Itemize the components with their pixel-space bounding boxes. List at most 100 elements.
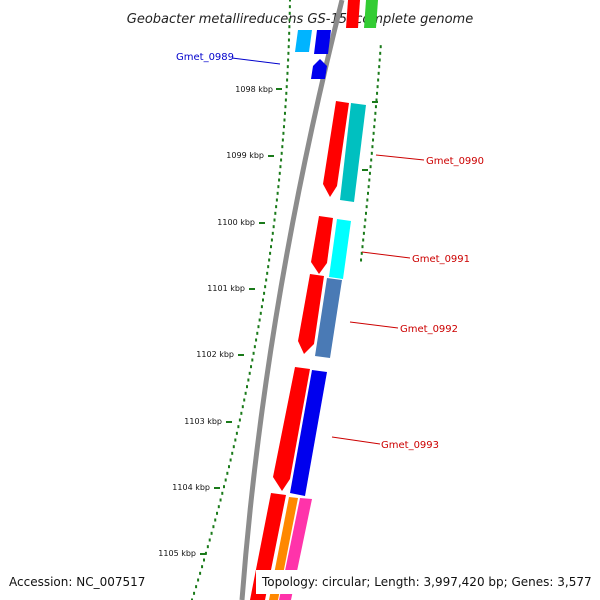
scale-dot bbox=[376, 85, 379, 89]
scale-dot bbox=[224, 478, 227, 482]
scale-dot bbox=[285, 91, 288, 95]
scale-dot bbox=[231, 451, 234, 455]
gene-gmet-0991-aqua[interactable] bbox=[329, 219, 351, 279]
scale-dot bbox=[374, 105, 377, 109]
scale-dot bbox=[274, 211, 277, 215]
footer-accession: Accession: NC_007517 bbox=[9, 575, 145, 589]
major-tick bbox=[268, 155, 274, 157]
scale-dot bbox=[284, 98, 287, 102]
gene-gmet-0990-red[interactable] bbox=[323, 101, 349, 197]
gene-cyan-small[interactable] bbox=[295, 30, 312, 52]
scale-dot bbox=[288, 31, 291, 35]
scale-dot bbox=[283, 111, 286, 115]
scale-dot bbox=[362, 238, 365, 242]
major-tick bbox=[372, 101, 378, 103]
scale-dot bbox=[366, 191, 369, 195]
major-tick bbox=[259, 222, 265, 224]
scale-dot bbox=[367, 185, 370, 189]
gene-labels: Gmet_0989 Gmet_0990 Gmet_0991 Gmet_0992 … bbox=[176, 52, 484, 451]
scale-dot bbox=[257, 325, 260, 329]
scale-dot bbox=[195, 585, 198, 589]
gene-gmet-0991-red[interactable] bbox=[311, 216, 333, 274]
scale-dot bbox=[361, 245, 364, 249]
gene-gmet-0992-red[interactable] bbox=[298, 274, 324, 354]
major-tick bbox=[200, 553, 206, 555]
tick-labels: 1098 kbp 1099 kbp 1100 kbp 1101 kbp 1102… bbox=[158, 85, 273, 558]
scale-dot bbox=[221, 491, 224, 495]
footer-topology-bg bbox=[256, 570, 596, 594]
scale-dot bbox=[377, 71, 380, 75]
scale-dot bbox=[259, 311, 262, 315]
gene-top-green[interactable] bbox=[364, 0, 378, 28]
gene-label-gmet-0990[interactable]: Gmet_0990 bbox=[426, 156, 484, 167]
scale-dot bbox=[364, 218, 367, 222]
scale-dot bbox=[240, 411, 243, 415]
scale-dot bbox=[197, 578, 200, 582]
scale-dot bbox=[377, 78, 380, 82]
scale-dot bbox=[376, 91, 379, 95]
scale-dot bbox=[253, 345, 256, 349]
scale-dot bbox=[282, 131, 285, 135]
scale-dot bbox=[250, 365, 253, 369]
gene-leader-lines bbox=[231, 57, 425, 445]
gene-label-gmet-0989[interactable]: Gmet_0989 bbox=[176, 52, 234, 63]
scale-dot bbox=[219, 498, 222, 502]
scale-dot bbox=[366, 198, 369, 202]
scale-dot bbox=[365, 205, 368, 209]
scale-dot bbox=[373, 125, 376, 129]
scale-dot bbox=[360, 251, 363, 255]
scale-dot bbox=[234, 438, 237, 442]
scale-dot bbox=[378, 65, 381, 69]
scale-dot bbox=[277, 185, 280, 189]
gene-gmet-0992-steel[interactable] bbox=[315, 278, 342, 358]
scale-dot bbox=[268, 258, 271, 262]
scale-dot bbox=[247, 378, 250, 382]
gene-gmet-0990-teal[interactable] bbox=[340, 103, 366, 202]
scale-dot bbox=[287, 38, 290, 42]
scale-dot bbox=[287, 51, 290, 55]
gene-gmet-0993-red[interactable] bbox=[273, 367, 310, 491]
scale-dot bbox=[216, 511, 219, 515]
scale-dot bbox=[375, 98, 378, 102]
scale-dot bbox=[255, 338, 258, 342]
scale-dot bbox=[284, 105, 287, 109]
scale-dot bbox=[281, 138, 284, 142]
scale-dot bbox=[360, 258, 363, 262]
scale-dot bbox=[232, 445, 235, 449]
scale-dot bbox=[264, 285, 267, 289]
gene-label-gmet-0992[interactable]: Gmet_0992 bbox=[400, 324, 458, 335]
scale-dot bbox=[363, 225, 366, 229]
footer-topology: Topology: circular; Length: 3,997,420 bp… bbox=[261, 575, 592, 589]
scale-dot bbox=[288, 5, 291, 9]
scale-dot bbox=[229, 458, 232, 462]
gene-gmet-0993-blue[interactable] bbox=[290, 370, 327, 496]
scale-dot bbox=[286, 78, 289, 82]
scale-dot bbox=[271, 231, 274, 235]
scale-dot bbox=[289, 0, 291, 2]
scale-dot bbox=[369, 165, 372, 169]
scale-dot bbox=[281, 145, 284, 149]
scale-dot bbox=[275, 205, 278, 209]
scale-dot bbox=[267, 265, 270, 269]
scale-dot bbox=[222, 485, 225, 489]
scale-dot bbox=[288, 18, 291, 22]
scale-dot bbox=[270, 238, 273, 242]
gene-label-gmet-0991[interactable]: Gmet_0991 bbox=[412, 254, 470, 265]
scale-dot bbox=[278, 178, 281, 182]
scale-dot bbox=[270, 245, 273, 249]
gene-label-gmet-0993[interactable]: Gmet_0993 bbox=[381, 440, 439, 451]
scale-dot bbox=[364, 211, 367, 215]
gene-top-red[interactable] bbox=[346, 0, 360, 28]
scale-dot bbox=[370, 158, 373, 162]
tick-label: 1105 kbp bbox=[158, 549, 196, 558]
tick-label: 1103 kbp bbox=[184, 417, 222, 426]
major-tick bbox=[249, 288, 255, 290]
scale-dot bbox=[256, 331, 259, 335]
gene-gmet-0989[interactable] bbox=[311, 59, 327, 79]
gene-blue-small[interactable] bbox=[314, 30, 331, 54]
scale-dot bbox=[276, 191, 279, 195]
scale-dot bbox=[212, 525, 215, 529]
scale-dot bbox=[287, 45, 290, 49]
scale-dot bbox=[210, 531, 213, 535]
